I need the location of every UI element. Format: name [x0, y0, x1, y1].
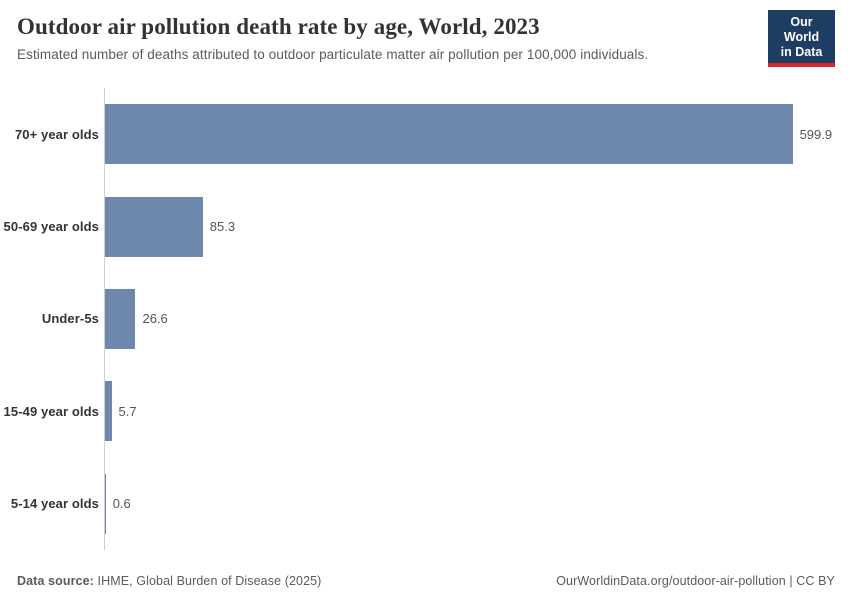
owid-logo-line1: Our World: [783, 15, 820, 44]
bar-area: 599.9: [104, 88, 850, 181]
value-label: 5.7: [118, 403, 137, 419]
bar[interactable]: [105, 288, 136, 349]
bar-area: 5.7: [104, 365, 850, 458]
data-source-label: Data source:: [17, 574, 94, 588]
category-label: 70+ year olds: [14, 126, 99, 142]
bar-row: 50-69 year olds 85.3: [0, 180, 850, 273]
value-label: 599.9: [799, 126, 833, 142]
bar-row: 70+ year olds 599.9: [0, 88, 850, 181]
bar[interactable]: [105, 196, 203, 257]
category-label: 50-69 year olds: [3, 219, 99, 235]
bar-row: Under-5s 26.6: [0, 272, 850, 366]
chart-footer: Data source: IHME, Global Burden of Dise…: [17, 574, 835, 588]
data-source-text: IHME, Global Burden of Disease (2025): [93, 574, 322, 588]
bar[interactable]: [105, 473, 106, 534]
category-label: 5-14 year olds: [10, 496, 99, 512]
data-source-note: Data source: IHME, Global Burden of Dise…: [17, 574, 321, 588]
bar-area: 0.6: [104, 457, 850, 550]
chart-header: Outdoor air pollution death rate by age,…: [17, 14, 740, 62]
bar-row: 5-14 year olds 0.6: [0, 457, 850, 550]
value-label: 0.6: [112, 496, 131, 512]
bar[interactable]: [105, 104, 793, 165]
category-label: Under-5s: [41, 311, 99, 327]
bar[interactable]: [105, 381, 112, 442]
bar-row: 15-49 year olds 5.7: [0, 365, 850, 458]
bar-chart: 70+ year olds 599.9 50-69 year olds 85.3…: [0, 88, 850, 550]
owid-logo-line2: in Data: [780, 44, 823, 59]
value-label: 26.6: [142, 311, 168, 327]
chart-subtitle: Estimated number of deaths attributed to…: [17, 47, 649, 62]
bar-area: 26.6: [104, 272, 850, 366]
chart-title: Outdoor air pollution death rate by age,…: [17, 14, 540, 39]
owid-logo: Our World in Data: [768, 10, 835, 68]
value-label: 85.3: [209, 219, 236, 235]
owid-url-link[interactable]: OurWorldinData.org/outdoor-air-pollution…: [556, 574, 835, 588]
bar-area: 85.3: [104, 180, 850, 273]
category-label: 15-49 year olds: [3, 403, 99, 419]
